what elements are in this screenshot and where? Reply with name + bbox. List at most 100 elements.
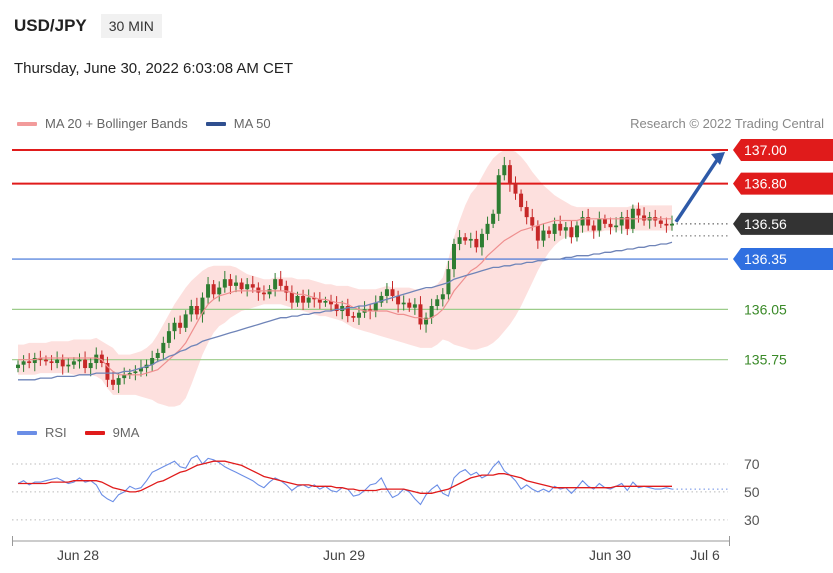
candle-body bbox=[278, 279, 283, 286]
candle-body bbox=[116, 378, 121, 385]
candle-body bbox=[329, 300, 334, 305]
projection-arrow-line bbox=[674, 156, 721, 223]
level-label: 136.80 bbox=[744, 176, 787, 192]
bollinger-band-area bbox=[18, 150, 672, 407]
candle-body bbox=[161, 342, 166, 353]
candle-body bbox=[496, 175, 501, 214]
price-tag-135.75: 135.75 bbox=[744, 352, 787, 368]
timeframe-button[interactable]: 30 MIN bbox=[100, 14, 162, 38]
legend-ma50-label: MA 50 bbox=[233, 116, 271, 131]
level-label: 136.35 bbox=[744, 251, 787, 267]
candle-body bbox=[88, 363, 93, 369]
x-tick-label: Jun 28 bbox=[57, 547, 99, 563]
candle-body bbox=[55, 359, 60, 364]
candle-body bbox=[463, 237, 468, 241]
x-tick-label: Jun 30 bbox=[589, 547, 631, 563]
candle-body bbox=[474, 238, 479, 248]
candle-body bbox=[507, 165, 512, 184]
candle-body bbox=[468, 238, 473, 241]
candle-body bbox=[189, 306, 194, 315]
tag-shape bbox=[733, 212, 833, 235]
tag-shape bbox=[733, 139, 833, 162]
candle-body bbox=[614, 225, 619, 228]
legend-9ma-label: 9MA bbox=[112, 425, 140, 440]
legend-ma20: MA 20 + Bollinger Bands bbox=[17, 116, 188, 131]
candle-body bbox=[172, 322, 177, 332]
candle-body bbox=[513, 183, 518, 194]
rsi-tick-label: 50 bbox=[744, 484, 760, 500]
candle-body bbox=[83, 359, 88, 369]
chart-header: USD/JPY 30 MIN bbox=[14, 14, 162, 38]
ma20-swatch bbox=[17, 121, 37, 126]
candle-body bbox=[418, 304, 423, 325]
candle-body bbox=[407, 302, 412, 308]
candle-body bbox=[524, 207, 529, 218]
timestamp: Thursday, June 30, 2022 6:03:08 AM CET bbox=[14, 60, 294, 77]
price-tag-136.80: 136.80 bbox=[733, 172, 833, 195]
candle-body bbox=[261, 292, 266, 295]
candle-body bbox=[245, 284, 250, 290]
level-label: 136.05 bbox=[744, 301, 787, 317]
ma20-line bbox=[18, 218, 672, 376]
level-label: 137.00 bbox=[744, 142, 787, 158]
candle-body bbox=[619, 217, 624, 226]
candle-body bbox=[384, 289, 389, 296]
candle-body bbox=[636, 208, 641, 216]
candle-body bbox=[138, 368, 143, 372]
candle-body bbox=[625, 217, 630, 229]
candle-body bbox=[670, 223, 674, 226]
candle-body bbox=[166, 331, 171, 343]
projection-arrow-head bbox=[711, 152, 725, 166]
candle-body bbox=[228, 279, 233, 286]
candle-body bbox=[664, 223, 669, 226]
candle-body bbox=[239, 282, 244, 290]
ma50-line bbox=[18, 241, 673, 381]
legend-ma20-label: MA 20 + Bollinger Bands bbox=[45, 116, 188, 131]
candle-body bbox=[485, 223, 490, 234]
candle-body bbox=[435, 299, 440, 307]
legend-9ma: 9MA bbox=[84, 425, 140, 440]
candle-body bbox=[27, 361, 32, 364]
x-tick-label: Jul 6 bbox=[690, 547, 720, 563]
candle-body bbox=[323, 300, 328, 303]
price-tag-136.35: 136.35 bbox=[733, 248, 833, 271]
candle-body bbox=[351, 316, 356, 318]
candle-body bbox=[16, 364, 20, 369]
candle-body bbox=[38, 357, 43, 360]
candle-body bbox=[49, 361, 54, 364]
candle-body bbox=[200, 297, 205, 315]
candle-body bbox=[658, 220, 663, 224]
candle-body bbox=[547, 230, 552, 234]
candle-body bbox=[284, 285, 289, 293]
price-tag-137.00: 137.00 bbox=[733, 139, 833, 162]
candle-body bbox=[390, 289, 395, 296]
candle-body bbox=[306, 297, 311, 303]
candle-body bbox=[250, 284, 255, 288]
candle-body bbox=[66, 364, 71, 367]
candle-body bbox=[345, 306, 350, 317]
level-label: 136.56 bbox=[744, 216, 787, 232]
rsi-tick-label: 70 bbox=[744, 456, 760, 472]
candle-body bbox=[552, 223, 557, 234]
candle-body bbox=[133, 371, 138, 374]
candle-body bbox=[580, 217, 585, 226]
tag-shape bbox=[733, 248, 833, 271]
candle-body bbox=[541, 230, 546, 241]
candle-body bbox=[155, 352, 160, 358]
level-label: 135.75 bbox=[744, 352, 787, 368]
candle-body bbox=[340, 306, 345, 312]
candle-body bbox=[71, 361, 76, 365]
candle-body bbox=[32, 357, 37, 364]
candle-body bbox=[317, 299, 322, 303]
candle-body bbox=[111, 379, 116, 385]
candle-body bbox=[301, 295, 306, 303]
candle-body bbox=[569, 227, 574, 238]
tag-shape bbox=[733, 172, 833, 195]
candle-body bbox=[424, 317, 429, 325]
candle-body bbox=[563, 227, 568, 231]
candle-body bbox=[206, 284, 211, 298]
price-tag-136.56: 136.56 bbox=[733, 212, 833, 235]
candle-body bbox=[535, 225, 540, 241]
candle-body bbox=[479, 233, 484, 248]
